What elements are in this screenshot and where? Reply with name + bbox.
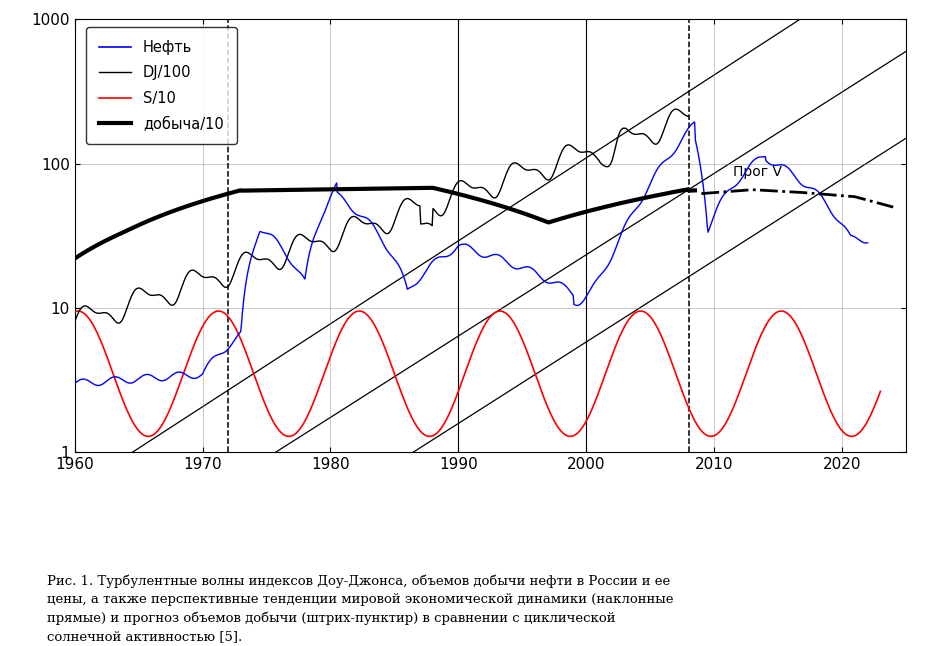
- Text: Прог V: Прог V: [733, 165, 783, 179]
- Legend: Нефть, DJ/100, S/10, добыча/10: Нефть, DJ/100, S/10, добыча/10: [86, 27, 237, 144]
- Text: Рис. 1. Турбулентные волны индексов Доу-Джонса, объемов добычи нефти в России и : Рис. 1. Турбулентные волны индексов Доу-…: [47, 574, 673, 643]
